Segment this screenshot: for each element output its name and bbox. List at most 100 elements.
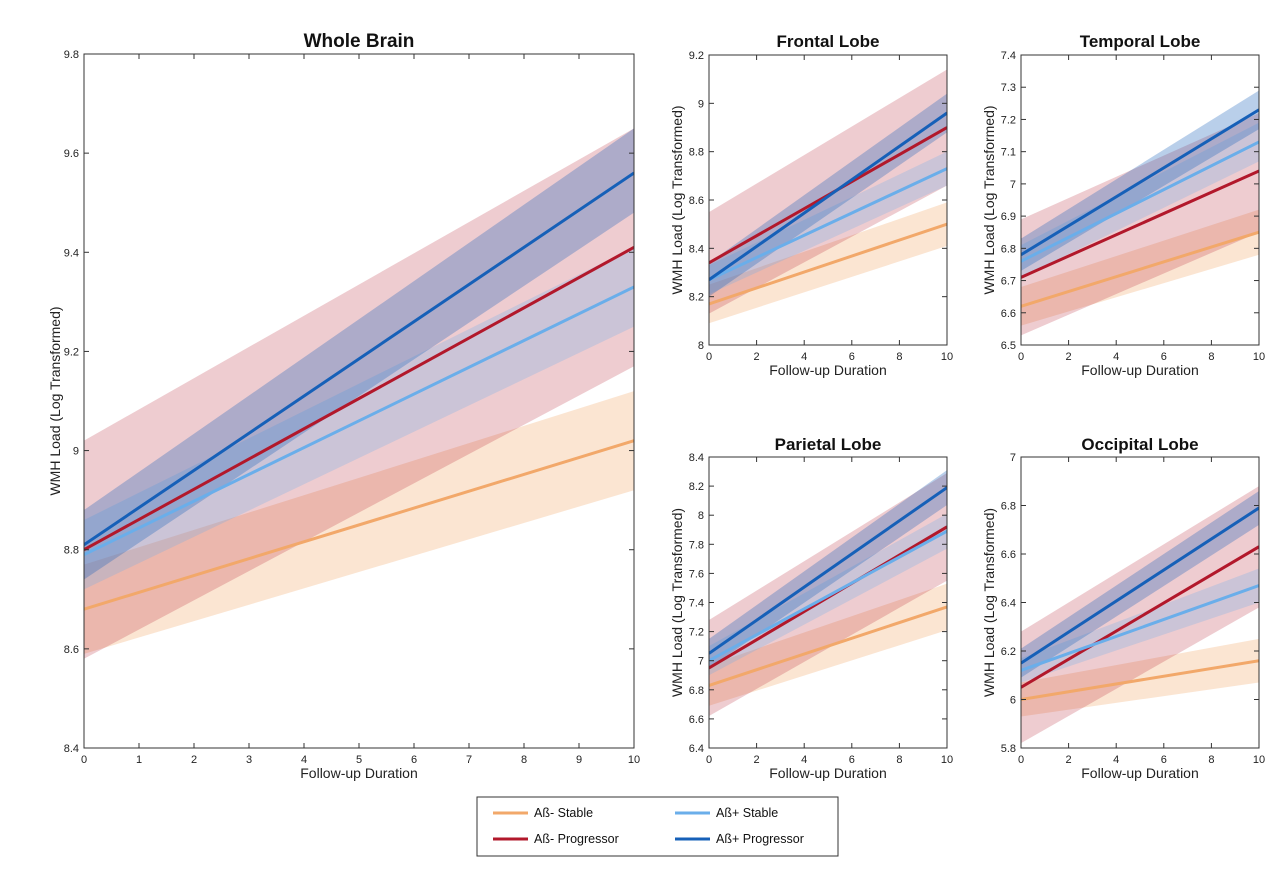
y-tick-label: 9.2 [689, 50, 704, 62]
y-axis-label: WMH Load (Log Transformed) [47, 306, 63, 495]
ci-band-pos-prog [84, 128, 634, 580]
series-line-pos-prog [1021, 108, 1259, 257]
y-axis-label: WMH Load (Log Transformed) [981, 105, 997, 294]
x-tick-label: 10 [1253, 754, 1265, 766]
y-tick-label: 6.6 [689, 714, 704, 726]
y-tick-label: 8.6 [689, 195, 704, 207]
x-tick-label: 7 [466, 754, 472, 766]
y-tick-label: 6 [1010, 695, 1016, 707]
y-tick-label: 7.8 [689, 539, 704, 551]
series-line-neg-stable [709, 605, 947, 687]
legend-box [476, 796, 839, 857]
y-tick-label: 6.2 [1001, 646, 1016, 658]
y-tick-label: 6.4 [1001, 598, 1016, 610]
x-tick-label: 0 [706, 754, 712, 766]
y-tick-label: 8.2 [689, 292, 704, 304]
legend-label-neg-stable: Aß- Stable [534, 806, 593, 820]
legend-label-pos-stable: Aß+ Stable [716, 806, 778, 820]
series-lines [709, 111, 947, 306]
x-tick-label: 2 [1066, 754, 1072, 766]
series-line-pos-prog [709, 111, 947, 281]
y-tick-label: 6.8 [1001, 501, 1016, 513]
panel-title: Occipital Lobe [1081, 435, 1198, 454]
panel-temporal-lobe: 0 2 4 6 8 10 6.5 6.6 6.7 6.8 6.9 7 7.1 7.2 7.3 7.4 Tempo… [981, 32, 1265, 378]
y-tick-label: 7.4 [689, 598, 704, 610]
series-line-pos-stable [84, 285, 634, 557]
panel-frontal-lobe: 0 2 4 6 8 10 8 8.2 8.4 8.6 8.8 9 9.2 Frontal Lobe Foll… [669, 32, 953, 378]
ci-band-pos-stable [84, 247, 634, 590]
y-tick-label: 5.8 [1001, 743, 1016, 755]
ci-bands [1021, 90, 1259, 336]
x-tick-label: 6 [849, 754, 855, 766]
x-axis-label: Follow-up Duration [1081, 765, 1199, 781]
ci-band-pos-stable [1021, 568, 1259, 683]
x-tick-label: 6 [849, 351, 855, 363]
y-tick-label: 6.8 [1001, 243, 1016, 255]
y-tick-label: 7 [1010, 179, 1016, 191]
x-tick-label: 6 [1161, 754, 1167, 766]
series-lines [84, 171, 634, 611]
y-tick-label: 7.2 [689, 627, 704, 639]
panel-occipital-lobe: 0 2 4 6 8 10 5.8 6 6.2 6.4 6.6 6.8 7 Occipital Lobe Fo… [981, 435, 1265, 781]
y-tick-label: 7 [1010, 452, 1016, 464]
x-tick-label: 0 [1018, 351, 1024, 363]
legend-label-neg-prog: Aß- Progressor [534, 832, 619, 846]
y-tick-label: 8.6 [64, 644, 79, 656]
y-tick-label: 7.6 [689, 568, 704, 580]
y-tick-label: 8 [698, 510, 704, 522]
panel-parietal-lobe: 0 2 4 6 8 10 6.4 6.6 6.8 7 7.2 7.4 7.6 7.8 8 8.2 8.4 Pari… [669, 435, 953, 781]
series-line-pos-prog [1021, 506, 1259, 665]
x-tick-label: 8 [896, 351, 902, 363]
y-tick-label: 9.2 [64, 346, 79, 358]
y-tick-label: 9 [698, 98, 704, 110]
y-axis-label: WMH Load (Log Transformed) [981, 508, 997, 697]
y-tick-label: 6.6 [1001, 549, 1016, 561]
x-tick-label: 2 [191, 754, 197, 766]
x-tick-label: 4 [801, 754, 807, 766]
x-tick-label: 2 [754, 351, 760, 363]
x-tick-label: 8 [521, 754, 527, 766]
x-axis-label: Follow-up Duration [1081, 362, 1199, 378]
y-tick-label: 7 [698, 656, 704, 668]
y-tick-label: 8.4 [689, 243, 704, 255]
y-tick-label: 7.1 [1001, 147, 1016, 159]
series-line-pos-stable [709, 529, 947, 663]
axes-box [1020, 54, 1260, 346]
series-line-pos-stable [1021, 140, 1259, 263]
series-line-pos-prog [709, 486, 947, 655]
panel-title: Whole Brain [304, 31, 415, 52]
y-tick-label: 6.4 [689, 743, 704, 755]
ci-band-neg-prog [84, 128, 634, 659]
ci-bands [84, 128, 634, 659]
y-tick-label: 8.8 [64, 545, 79, 557]
series-line-neg-stable [1021, 230, 1259, 308]
series-line-neg-stable [84, 439, 634, 611]
series-lines [1021, 108, 1259, 308]
series-line-pos-stable [1021, 584, 1259, 672]
x-tick-label: 10 [1253, 351, 1265, 363]
x-tick-label: 0 [706, 351, 712, 363]
x-tick-label: 8 [896, 754, 902, 766]
panel-title: Frontal Lobe [777, 32, 880, 51]
x-tick-label: 0 [1018, 754, 1024, 766]
x-tick-label: 8 [1208, 754, 1214, 766]
series-line-neg-prog [1021, 169, 1259, 279]
series-lines [1021, 506, 1259, 701]
x-tick-label: 4 [1113, 754, 1119, 766]
y-axis-label: WMH Load (Log Transformed) [669, 508, 685, 697]
x-tick-label: 10 [941, 754, 953, 766]
x-tick-label: 0 [81, 754, 87, 766]
y-tick-label: 9 [73, 446, 79, 458]
x-tick-label: 9 [576, 754, 582, 766]
x-axis-label: Follow-up Duration [300, 765, 418, 781]
legend-label-pos-prog: Aß+ Progressor [716, 832, 804, 846]
y-tick-label: 9.8 [64, 49, 79, 61]
panel-title: Temporal Lobe [1080, 32, 1201, 51]
series-line-pos-prog [84, 171, 634, 546]
x-tick-label: 5 [356, 754, 362, 766]
series-line-pos-stable [709, 167, 947, 282]
y-tick-label: 8.4 [64, 743, 79, 755]
x-tick-label: 3 [246, 754, 252, 766]
y-tick-label: 8.2 [689, 481, 704, 493]
